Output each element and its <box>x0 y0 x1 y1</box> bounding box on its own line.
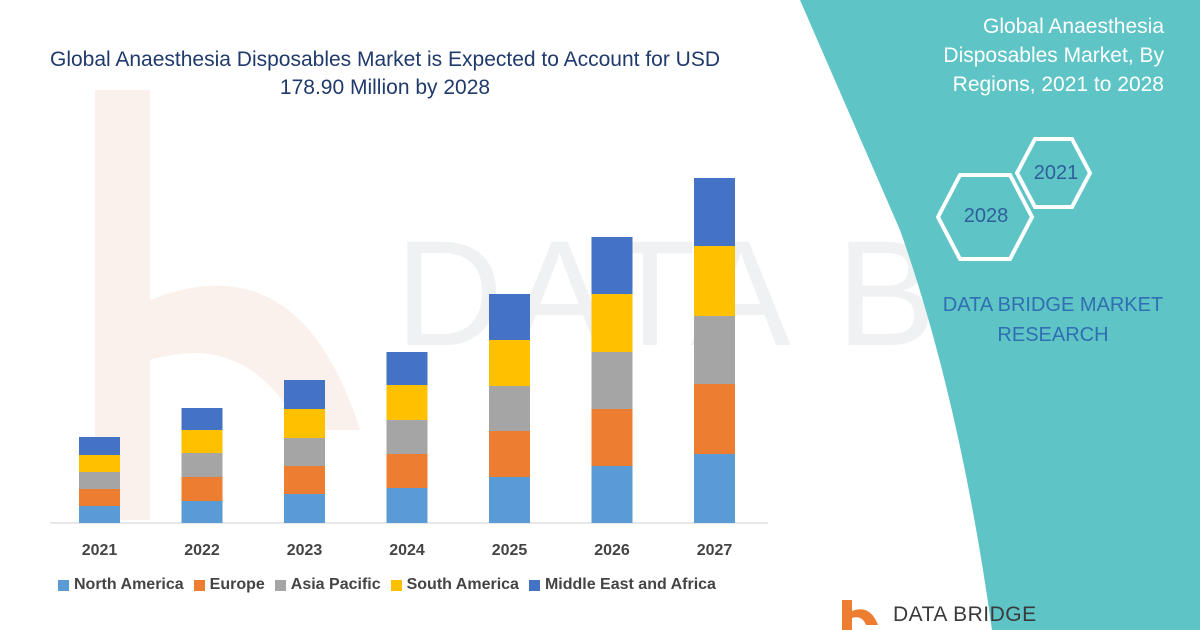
bar-segment-2026-north-america <box>591 466 633 523</box>
bar-segment-2024-south-america <box>386 385 428 420</box>
chart-legend: North America Europe Asia Pacific South Ame… <box>58 576 798 594</box>
bar-segment-2022-middle-east-and-africa <box>181 408 223 430</box>
bar-segment-2024-middle-east-and-africa <box>386 352 428 385</box>
bar-segment-2024-north-america <box>386 488 428 523</box>
legend-swatch <box>274 579 286 591</box>
bar-segment-2026-south-america <box>591 294 633 352</box>
bar-segment-2026-europe <box>591 409 633 466</box>
hexagon-2028 <box>935 173 1035 261</box>
hexagon-2021 <box>1014 137 1093 209</box>
legend-swatch <box>193 579 205 591</box>
bar-segment-2027-north-america <box>694 454 735 523</box>
legend-item-europe: Europe <box>193 576 265 594</box>
bar-segment-2023-north-america <box>284 494 325 523</box>
bar-segment-2021-south-america <box>79 455 120 472</box>
legend-item-south-america: South America <box>390 576 519 594</box>
data-bridge-logo-icon <box>842 600 878 630</box>
bar-segment-2027-europe <box>694 384 735 454</box>
bar-segment-2025-north-america <box>489 477 530 523</box>
bar-segment-2024-europe <box>386 454 428 488</box>
bar-segment-2022-europe <box>181 477 223 501</box>
bar-segment-2022-asia-pacific <box>181 453 223 477</box>
legend-label: Middle East and Africa <box>544 576 716 593</box>
bar-segment-2023-middle-east-and-africa <box>284 380 325 409</box>
x-tick-label-2026: 2026 <box>594 542 630 559</box>
hexagon-2028-label: 2028 <box>963 205 1009 227</box>
legend-swatch <box>58 579 69 591</box>
legend-item-asia-pacific: Asia Pacific <box>274 576 381 594</box>
legend-item-north-america: North America <box>58 576 184 594</box>
bar-segment-2027-asia-pacific <box>694 316 735 384</box>
bar-segment-2027-south-america <box>694 246 735 316</box>
bar-segment-2025-asia-pacific <box>489 386 530 431</box>
legend-label: North America <box>74 576 184 593</box>
legend-label: Europe <box>209 576 265 593</box>
x-tick-label-2027: 2027 <box>697 542 733 559</box>
bar-segment-2022-north-america <box>181 501 223 523</box>
legend-item-middle-east-and-africa: Middle East and Africa <box>528 576 716 594</box>
x-tick-label-2025: 2025 <box>492 542 528 559</box>
bar-segment-2021-north-america <box>79 506 120 523</box>
bar-segment-2021-middle-east-and-africa <box>79 437 120 455</box>
bar-segment-2023-europe <box>284 466 325 494</box>
bar-segment-2027-middle-east-and-africa <box>694 178 735 246</box>
side-panel-shape <box>800 0 1200 630</box>
bar-segment-2026-asia-pacific <box>591 352 633 409</box>
legend-label: Asia Pacific <box>290 576 381 593</box>
hexagon-2021-label: 2021 <box>1033 162 1079 184</box>
x-tick-label-2024: 2024 <box>389 542 425 559</box>
bar-segment-2023-asia-pacific <box>284 438 325 466</box>
bar-segment-2025-middle-east-and-africa <box>489 294 530 340</box>
legend-swatch <box>528 579 540 591</box>
bar-segment-2021-europe <box>79 489 120 506</box>
brand-text: DATA BRIDGE MARKET RESEARCH <box>942 294 1164 346</box>
bar-segment-2024-asia-pacific <box>386 420 428 454</box>
bar-segment-2021-asia-pacific <box>79 472 120 489</box>
x-tick-label-2023: 2023 <box>287 542 323 559</box>
bar-segment-2026-middle-east-and-africa <box>591 237 633 294</box>
x-tick-label-2021: 2021 <box>82 542 118 559</box>
legend-label: South America <box>406 576 519 593</box>
side-panel-title: Global Anaesthesia Disposables Market, B… <box>943 15 1164 96</box>
bar-segment-2025-south-america <box>489 340 530 386</box>
x-tick-label-2022: 2022 <box>184 542 220 559</box>
bar-segment-2022-south-america <box>181 430 223 453</box>
legend-swatch <box>390 579 402 591</box>
bar-segment-2025-europe <box>489 431 530 477</box>
chart-title: Global Anaesthesia Disposables Market is… <box>49 48 720 99</box>
bar-segment-2023-south-america <box>284 409 325 438</box>
logo-text: DATA BRIDGE <box>893 603 1037 626</box>
